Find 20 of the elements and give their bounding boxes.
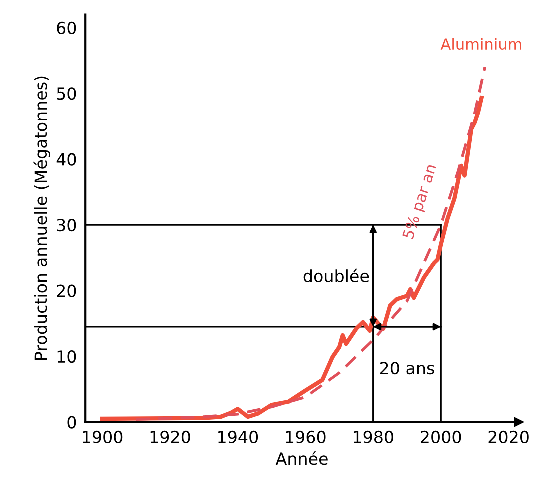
annotation: doublée — [304, 268, 370, 282]
x-tick-label: 2000 — [421, 430, 462, 444]
y-tick-label: 20 — [57, 284, 76, 298]
y-tick-label: 30 — [57, 219, 76, 232]
y-tick-label: 10 — [58, 350, 76, 364]
y-tick-label: 60 — [57, 22, 76, 34]
x-axis-title: Année — [276, 452, 328, 466]
x-tick-label: 1920 — [150, 430, 190, 444]
text: Aluminium — [440, 38, 522, 50]
y-tick-label: 40 — [56, 153, 76, 166]
x-tick-label: 2020 — [488, 430, 529, 444]
text: 5% par an — [402, 164, 440, 240]
x-tick-label: 1900 — [83, 430, 123, 444]
y-axis-title: Production annuelle (Mégatonnes) — [34, 76, 51, 360]
y-tick-label: 0 — [68, 416, 76, 429]
x-tick-label: 1960 — [286, 430, 326, 444]
y-tick-label: 50 — [57, 88, 76, 100]
x-tick-label: 1940 — [218, 430, 258, 444]
x-tick-label: 1980 — [354, 430, 394, 444]
annotation: 20 ans — [380, 362, 434, 375]
